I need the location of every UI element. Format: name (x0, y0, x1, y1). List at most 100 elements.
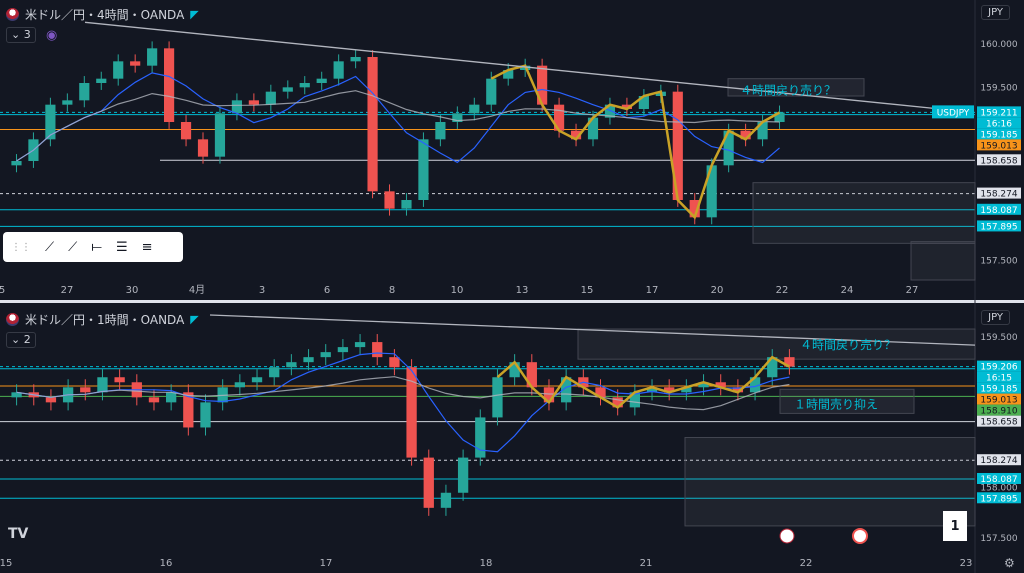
page-number-label: 1 (950, 518, 960, 534)
bottom-price-label-bg-6 (977, 415, 1021, 427)
bottom-price-label-bg-1 (977, 360, 1021, 372)
top-candle-body (452, 113, 463, 122)
bottom-candle-body (715, 382, 726, 388)
top-candle-body (265, 91, 276, 105)
top-x-label-14: 27 (906, 285, 919, 296)
parallel-channel-icon[interactable]: ≡ (141, 239, 153, 255)
top-x-label-7: 10 (451, 285, 464, 296)
top-candle-body (621, 104, 632, 109)
top-pair-tag-text: USDJPY (937, 108, 970, 118)
page-number-button[interactable]: 1 (943, 511, 967, 541)
bottom-candle-body (354, 342, 366, 348)
jp-event-flag-icon (852, 527, 868, 544)
top-price-label-4: 159.185 (980, 130, 1017, 140)
top-candle-body (231, 100, 242, 114)
tradingview-logo[interactable]: TV (8, 526, 29, 542)
top-candle-body (604, 104, 616, 118)
top-price-label-2: 159.211 (980, 108, 1017, 118)
horizontal-ray-icon[interactable]: ⟝ (91, 239, 103, 255)
top-x-label-9: 15 (581, 285, 594, 296)
bottom-candle-body (337, 347, 349, 353)
top-annotation-text: ４時間戻り売り？ (740, 82, 836, 97)
bottom-candle-body (148, 397, 160, 403)
bottom-price-label-11: 157.500 (980, 534, 1017, 544)
bottom-x-label-4: 21 (640, 558, 653, 569)
bottom-candle-body (183, 392, 194, 428)
top-currency-select[interactable]: JPY (981, 5, 1010, 20)
top-zigzag-line (490, 64, 781, 220)
trend-line-icon[interactable]: ⟋ (45, 239, 55, 255)
top-candle-body (486, 78, 497, 105)
top-price-label-9: 157.895 (980, 222, 1017, 232)
bottom-price-label-1: 159.206 (980, 363, 1017, 373)
top-candle-body (350, 57, 361, 62)
us-flag-icon-bottom (6, 313, 19, 326)
top-candle-body (11, 161, 22, 166)
top-currency-label: JPY (988, 7, 1003, 18)
top-candle-body (689, 200, 700, 218)
top-x-label-3: 4月 (189, 284, 205, 296)
drawing-toolbar: ⋮⋮ ⟋ ⟋ ⟝ ☰ ≡ (3, 232, 183, 262)
bottom-ma-fast-line (16, 352, 790, 453)
top-candle-body (503, 70, 514, 79)
bottom-annotation-box-4h (577, 328, 976, 360)
us-flag-icon (6, 8, 19, 21)
top-pair-tag-bg (932, 105, 974, 119)
top-x-label-13: 24 (841, 285, 854, 296)
ray-line-icon[interactable]: ⟋ (68, 239, 78, 255)
top-trend-line (84, 21, 941, 110)
top-price-label-7: 158.274 (980, 190, 1017, 200)
top-x-label-0: 5 (0, 285, 5, 296)
top-x-label-1: 27 (61, 285, 74, 296)
top-candle-body (672, 91, 683, 200)
bottom-price-label-5: 158.910 (980, 407, 1017, 417)
bottom-annotation-1h-text: １時間売り抑え (794, 396, 878, 411)
top-candle-body (147, 48, 158, 66)
bottom-candle-body (11, 392, 22, 398)
bottom-price-label-8: 158.087 (980, 475, 1017, 485)
top-title-bar: 米ドル／円・4時間・OANDA ◤ (6, 6, 199, 23)
eye-indicator-icon[interactable]: ◉ (46, 28, 58, 43)
bottom-candle-body (97, 377, 108, 393)
bottom-x-label-3: 18 (480, 558, 493, 569)
top-candle-body (570, 130, 582, 140)
bookmark-icon-bottom[interactable]: ◤ (190, 313, 199, 326)
bottom-price-label-bg-5 (977, 404, 1021, 416)
top-candle-body (130, 61, 141, 66)
bottom-price-label-bg-10 (977, 492, 1021, 504)
bottom-candle-body (372, 342, 383, 358)
bottom-candle-body (475, 417, 486, 458)
bookmark-icon[interactable]: ◤ (190, 8, 199, 21)
bottom-candle-body (269, 367, 280, 378)
top-price-label-bg-5 (977, 139, 1021, 151)
bottom-chart-title[interactable]: 米ドル／円・1時間・OANDA (25, 313, 185, 327)
top-chart-title[interactable]: 米ドル／円・4時間・OANDA (25, 8, 185, 22)
top-candle-body (214, 113, 226, 157)
bottom-candle-body (629, 392, 640, 408)
bottom-price-label-bg-2 (977, 371, 1021, 383)
top-candle-body (164, 48, 175, 123)
top-candle-body (401, 200, 412, 209)
bottom-x-label-0: 15 (0, 558, 12, 569)
bottom-indicator-count: 2 (23, 333, 31, 346)
top-indicator-count: 3 (23, 28, 31, 41)
bottom-candle-body (45, 397, 57, 403)
bottom-currency-select[interactable]: JPY (981, 310, 1010, 325)
fib-icon[interactable]: ☰ (116, 239, 128, 255)
bottom-candle-body (440, 492, 452, 508)
top-price-label-0: 160.000 (980, 40, 1017, 50)
bottom-indicator-toggle[interactable]: ⌄ 2 (6, 332, 36, 348)
us-event-flag-icon (779, 528, 795, 544)
bottom-price-label-bg-7 (977, 454, 1021, 466)
bottom-candle-body (681, 387, 692, 393)
bottom-candle-body (80, 387, 91, 393)
bottom-candle-body (303, 357, 314, 363)
top-price-label-1: 159.500 (980, 83, 1017, 93)
top-indicator-toggle[interactable]: ⌄ 3 (6, 27, 36, 43)
top-zone-box-2 (910, 241, 976, 281)
bottom-candle-body (612, 397, 623, 408)
drag-handle-icon[interactable]: ⋮⋮ (11, 241, 31, 253)
settings-gear-icon[interactable]: ⚙ (1004, 556, 1015, 570)
top-candle-body (757, 122, 768, 140)
